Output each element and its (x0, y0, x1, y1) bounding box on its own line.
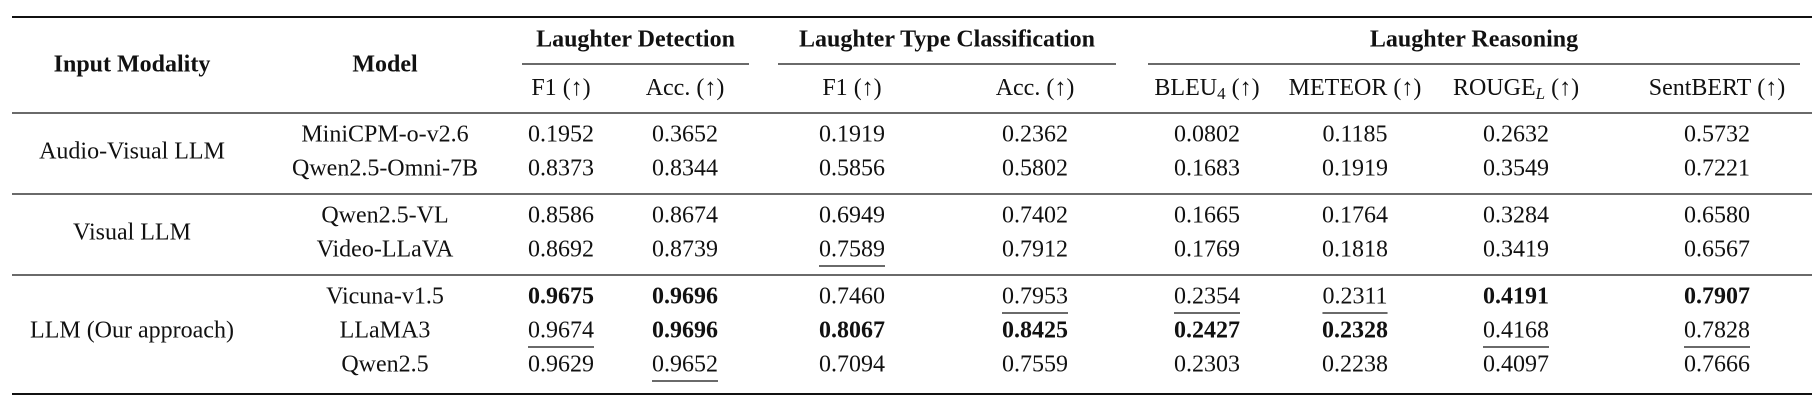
cell-value: 0.1769 (1174, 237, 1240, 263)
cell-value: 0.3284 (1483, 203, 1549, 229)
cell-value: 0.7460 (819, 284, 885, 310)
cell-value: 0.8586 (528, 203, 594, 229)
cell-value: 0.6949 (819, 203, 885, 229)
cell-value: 0.3549 (1483, 156, 1549, 182)
column-label: Acc. (996, 75, 1041, 101)
column-header: F1 (↑) (822, 75, 881, 101)
model-name: Video-LLaVA (317, 237, 454, 263)
column-arrow: (↑) (1046, 75, 1074, 101)
cell-value: 0.1919 (819, 122, 885, 148)
column-arrow: (↑) (1393, 75, 1421, 101)
modality-label: Audio-Visual LLM (39, 139, 225, 165)
cell-value: 0.8067 (819, 318, 885, 344)
column-label: Acc. (646, 75, 691, 101)
header-model: Model (352, 52, 418, 78)
cell-value: 0.3419 (1483, 237, 1549, 263)
cell-value: 0.6580 (1684, 203, 1750, 229)
column-subscript: 4 (1217, 84, 1226, 103)
column-label: F1 (531, 75, 556, 101)
cell-value: 0.8692 (528, 237, 594, 263)
cell-value: 0.6567 (1684, 237, 1750, 263)
cell-value: 0.2328 (1322, 318, 1388, 344)
column-arrow: (↑) (563, 75, 591, 101)
column-label: SentBERT (1649, 75, 1752, 101)
cell-value: 0.7402 (1002, 203, 1068, 229)
cell-value: 0.0802 (1174, 122, 1240, 148)
column-label: ROUGE (1453, 75, 1536, 101)
cell-value: 0.8373 (528, 156, 594, 182)
cell-value: 0.9674 (528, 318, 594, 344)
cell-value: 0.4191 (1483, 284, 1549, 310)
column-header: METEOR (↑) (1289, 75, 1422, 101)
model-name: LLaMA3 (340, 318, 431, 344)
cell-value: 0.1919 (1322, 156, 1388, 182)
column-header: Acc. (↑) (996, 75, 1075, 101)
column-header: ROUGEL (↑) (1453, 75, 1579, 103)
model-name: Vicuna-v1.5 (326, 284, 444, 310)
cell-value: 0.8739 (652, 237, 718, 263)
column-header: SentBERT (↑) (1649, 75, 1786, 101)
cell-value: 0.7828 (1684, 318, 1750, 344)
modality-label: Visual LLM (73, 220, 191, 246)
cell-value: 0.2303 (1174, 352, 1240, 378)
cell-value: 0.9696 (652, 284, 718, 310)
column-subscript: L (1535, 84, 1545, 103)
cell-value: 0.3652 (652, 122, 718, 148)
cell-value: 0.7907 (1684, 284, 1750, 310)
column-header: BLEU4 (↑) (1154, 75, 1259, 103)
cell-value: 0.7221 (1684, 156, 1750, 182)
model-name: Qwen2.5 (341, 352, 428, 378)
cell-value: 0.7589 (819, 237, 885, 263)
group-title: Laughter Reasoning (1370, 27, 1578, 53)
cell-value: 0.9629 (528, 352, 594, 378)
cell-value: 0.9652 (652, 352, 718, 378)
cell-value: 0.2238 (1322, 352, 1388, 378)
cell-value: 0.9675 (528, 284, 594, 310)
column-arrow: (↑) (696, 75, 724, 101)
cell-value: 0.5732 (1684, 122, 1750, 148)
cell-value: 0.2362 (1002, 122, 1068, 148)
cell-value: 0.2632 (1483, 122, 1549, 148)
cell-value: 0.7953 (1002, 284, 1068, 310)
column-label: F1 (822, 75, 847, 101)
cell-value: 0.1764 (1322, 203, 1388, 229)
column-arrow: (↑) (1551, 75, 1579, 101)
group-title: Laughter Type Classification (799, 27, 1095, 53)
column-arrow: (↑) (1757, 75, 1785, 101)
cell-value: 0.7559 (1002, 352, 1068, 378)
cell-value: 0.8674 (652, 203, 718, 229)
column-arrow: (↑) (1232, 75, 1260, 101)
column-label: BLEU (1154, 75, 1217, 101)
cell-value: 0.7094 (819, 352, 885, 378)
cell-value: 0.8344 (652, 156, 718, 182)
modality-label: LLM (Our approach) (30, 318, 234, 344)
cell-value: 0.7666 (1684, 352, 1750, 378)
cell-value: 0.2427 (1174, 318, 1240, 344)
cell-value: 0.8425 (1002, 318, 1068, 344)
cell-value: 0.1683 (1174, 156, 1240, 182)
column-header: Acc. (↑) (646, 75, 725, 101)
model-name: MiniCPM-o-v2.6 (301, 122, 468, 148)
model-name: Qwen2.5-VL (321, 203, 448, 229)
cell-value: 0.2311 (1322, 284, 1387, 310)
model-name: Qwen2.5-Omni-7B (292, 156, 478, 182)
header-modality: Input Modality (54, 52, 211, 78)
cell-value: 0.9696 (652, 318, 718, 344)
cell-value: 0.4168 (1483, 318, 1549, 344)
cell-value: 0.1818 (1322, 237, 1388, 263)
column-label: METEOR (1289, 75, 1388, 101)
cell-value: 0.1665 (1174, 203, 1240, 229)
column-header: F1 (↑) (531, 75, 590, 101)
cell-value: 0.7912 (1002, 237, 1068, 263)
cell-value: 0.5856 (819, 156, 885, 182)
group-title: Laughter Detection (536, 27, 735, 53)
cell-value: 0.1185 (1322, 122, 1387, 148)
column-arrow: (↑) (854, 75, 882, 101)
cell-value: 0.4097 (1483, 352, 1549, 378)
cell-value: 0.2354 (1174, 284, 1240, 310)
cell-value: 0.5802 (1002, 156, 1068, 182)
cell-value: 0.1952 (528, 122, 594, 148)
